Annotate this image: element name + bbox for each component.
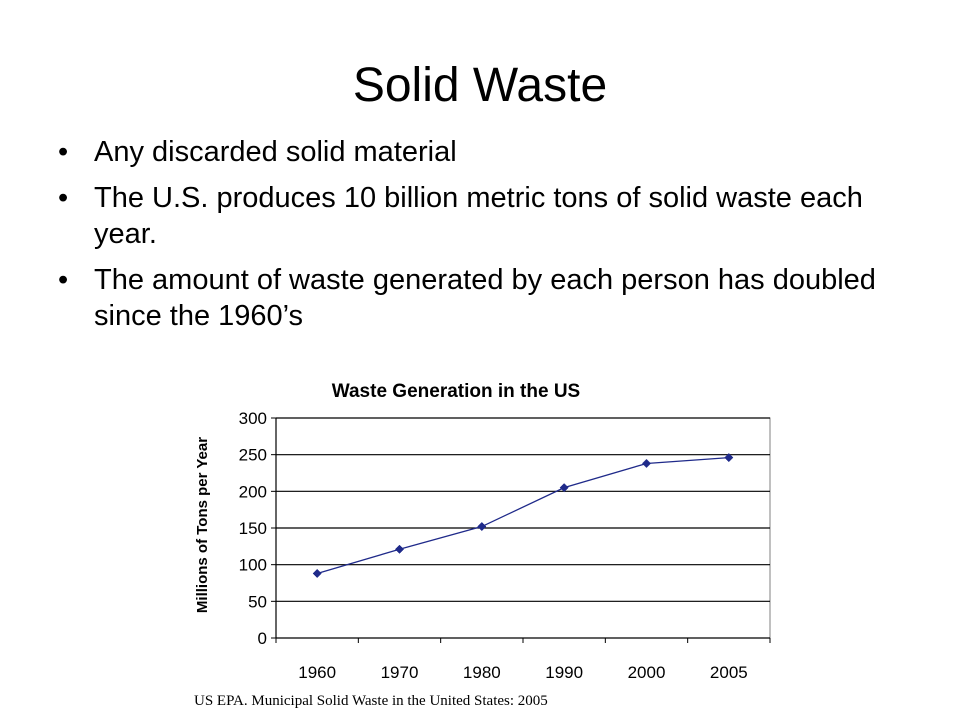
bullet-text: The amount of waste generated by each pe… — [94, 264, 876, 332]
y-tick-label: 150 — [239, 519, 267, 538]
y-tick-label: 100 — [239, 556, 267, 575]
y-tick-label: 200 — [239, 482, 267, 501]
bullet-dot: • — [58, 136, 69, 168]
y-tick-label: 0 — [258, 629, 267, 648]
x-tick-label: 1990 — [545, 663, 583, 682]
series-line — [316, 456, 729, 575]
y-tick-label: 300 — [239, 409, 267, 428]
bullet-item: • The amount of waste generated by each … — [58, 262, 918, 334]
bullet-text: The U.S. produces 10 billion metric tons… — [94, 182, 863, 250]
data-point — [724, 453, 734, 463]
slide-title: Solid Waste — [352, 59, 608, 112]
bullet-dot: • — [58, 182, 69, 214]
y-tick-label: 50 — [248, 592, 267, 611]
x-tick-label: 1970 — [381, 663, 419, 682]
source-note: US EPA. Municipal Solid Waste in the Uni… — [194, 693, 548, 709]
bullet-item: • The U.S. produces 10 billion metric to… — [58, 180, 918, 252]
waste-generation-chart: Waste Generation in the US Millions of T… — [194, 381, 771, 682]
data-point — [559, 483, 569, 493]
y-axis-label: Millions of Tons per Year — [194, 437, 211, 613]
data-point — [312, 568, 322, 579]
x-tick-label: 2000 — [628, 663, 666, 682]
x-tick-label: 1960 — [298, 663, 336, 682]
data-point — [641, 458, 652, 469]
bullet-text: Any discarded solid material — [94, 136, 457, 168]
chart-title: Waste Generation in the US — [332, 381, 580, 402]
x-tick-label: 1980 — [463, 663, 501, 682]
plot-area: 0 50 100 150 200 250 300 1960 1970 1980 1990 2000 20… — [239, 409, 771, 682]
bullet-item: • Any discarded solid material — [58, 134, 918, 170]
data-point — [394, 544, 405, 554]
y-tick-label: 250 — [239, 446, 267, 465]
bullet-dot: • — [58, 264, 69, 296]
x-tick-label: 2005 — [710, 663, 748, 682]
data-point — [477, 521, 487, 532]
bullet-list: • Any discarded solid material • The U.S… — [58, 134, 918, 344]
